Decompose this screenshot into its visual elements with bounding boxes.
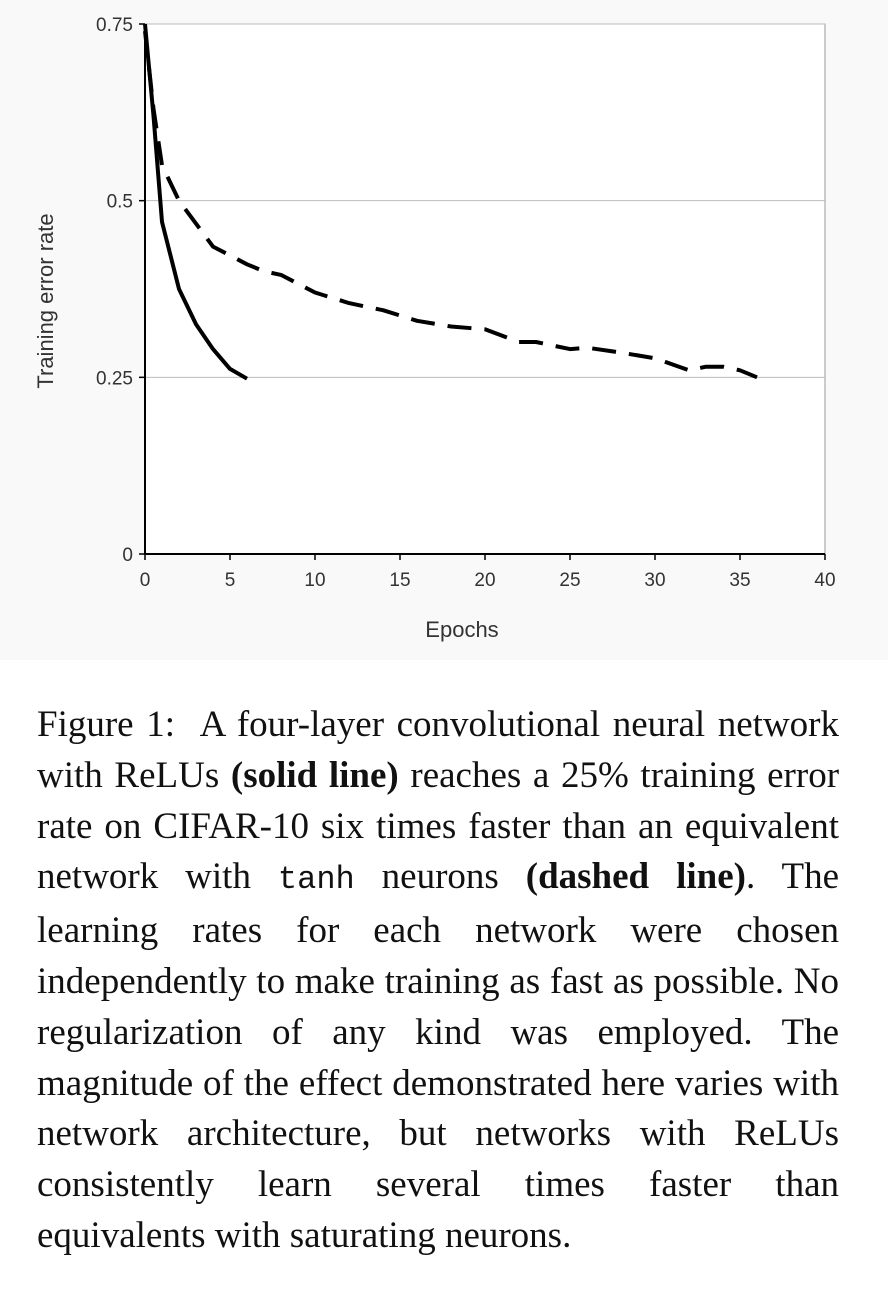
caption-bold-dashed-line: (dashed line) [525, 856, 746, 898]
dashed-series-line [143, 30, 758, 380]
solid-series-line [143, 23, 248, 381]
line-chart: 0 0.25 0.5 0.75 0 5 10 15 20 25 30 35 40 Epochs Trai… [33, 15, 836, 642]
caption-text-1: A four-layer convolutional neural networ… [37, 704, 839, 796]
x-tick-label: 0 [140, 570, 151, 591]
x-tick-label: 25 [559, 570, 580, 591]
caption-text-3: neurons [381, 856, 499, 898]
figure-caption: Figure 1: A four-layer convolutional neu… [37, 700, 839, 1262]
x-axis-title: Epochs [425, 617, 498, 642]
x-tick-label: 5 [225, 570, 236, 591]
y-tick-label: 0.25 [96, 368, 133, 389]
caption-text-4: . The learning rates for each net­work w… [37, 856, 839, 1256]
y-tick-label: 0 [122, 545, 133, 566]
x-tick-label: 35 [729, 570, 750, 591]
caption-figure-label: Figure 1: [37, 704, 175, 745]
caption-tanh: tanh [277, 861, 355, 899]
x-tick-label: 10 [304, 570, 325, 591]
chart-area: 0 0.25 0.5 0.75 0 5 10 15 20 25 30 35 40 Epochs Trai… [33, 15, 836, 642]
caption-bold-solid-line: (solid line) [230, 754, 399, 796]
x-tick-label: 20 [474, 570, 495, 591]
y-tick-label: 0.75 [96, 15, 133, 36]
plot-area [144, 23, 826, 555]
y-tick-label: 0.5 [107, 192, 133, 213]
y-axis-title: Training error rate [33, 213, 58, 388]
x-tick-label: 15 [389, 570, 410, 591]
x-tick-label: 30 [644, 570, 665, 591]
caption-text-2: reaches a 25% training error rate on CIF… [37, 754, 840, 898]
plot-layer: 0 0.25 0.5 0.75 0 5 10 15 20 25 30 35 40 [96, 15, 836, 591]
x-tick-label: 40 [814, 570, 835, 591]
